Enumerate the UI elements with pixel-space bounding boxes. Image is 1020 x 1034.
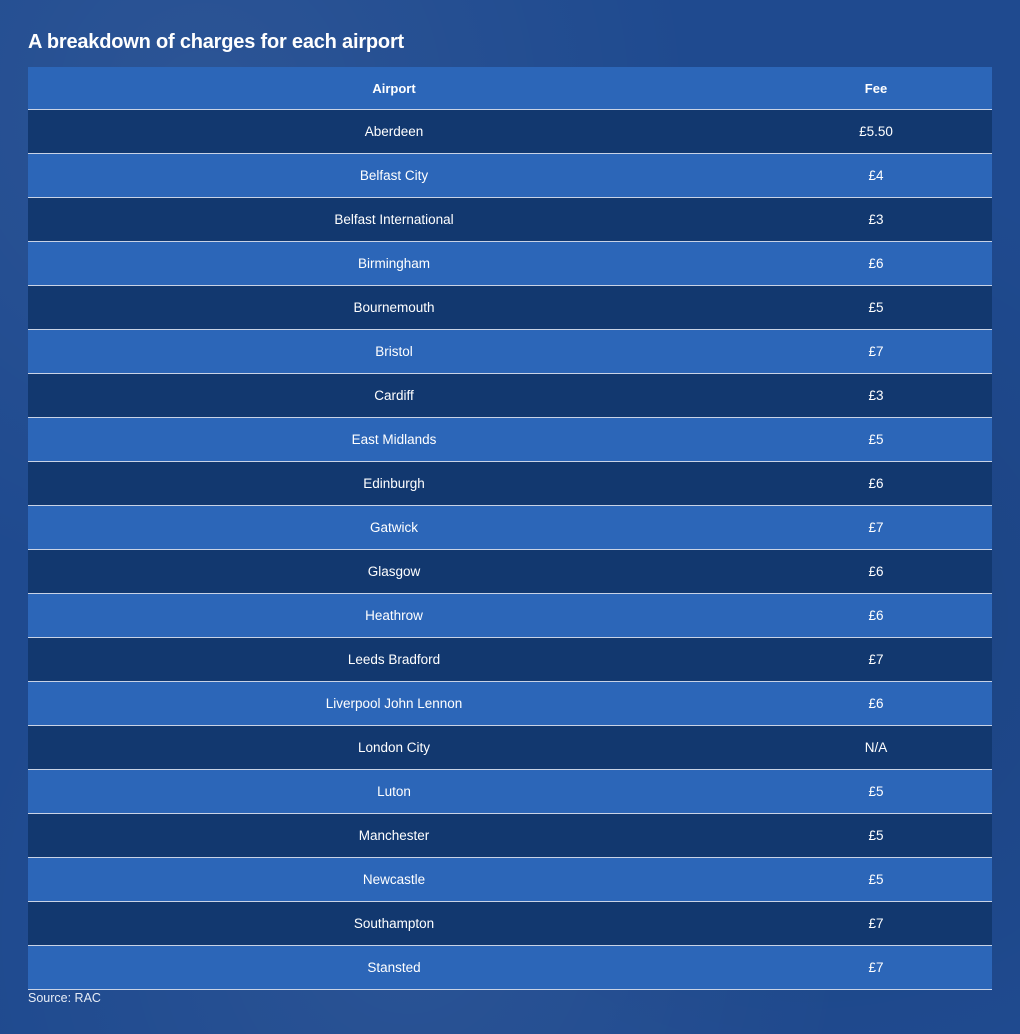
fee-cell: £6 [868, 476, 884, 491]
airport-cell: Southampton [353, 916, 435, 931]
fee-cell: £5.50 [859, 124, 893, 139]
table-row: London City N/A [28, 726, 992, 770]
airport-cell: Liverpool John Lennon [325, 696, 463, 711]
airport-cell: Cardiff [374, 388, 414, 403]
fee-cell: £5 [868, 432, 884, 447]
fee-cell: £7 [868, 652, 884, 667]
fee-cell: £6 [868, 696, 884, 711]
fee-cell: £4 [868, 168, 884, 183]
page-title: A breakdown of charges for each airport [28, 31, 404, 53]
airport-cell: Glasgow [367, 564, 421, 579]
airport-cell: Edinburgh [363, 476, 425, 491]
column-header-airport: Airport [372, 80, 416, 96]
fee-cell: £5 [868, 300, 884, 315]
fee-cell: £3 [868, 388, 884, 403]
fee-cell: £6 [868, 608, 884, 623]
table-row: Belfast City £4 [28, 154, 992, 198]
fee-cell: £7 [868, 960, 884, 975]
fee-cell: £3 [868, 212, 884, 227]
fee-cell: £5 [868, 828, 884, 843]
fee-cell: £7 [868, 520, 884, 535]
airport-cell: Heathrow [365, 608, 423, 623]
table-row: Southampton £7 [28, 902, 992, 946]
table-row: Gatwick £7 [28, 506, 992, 550]
table-row: Glasgow £6 [28, 550, 992, 594]
airport-cell: Manchester [358, 828, 430, 843]
table-row: Newcastle £5 [28, 858, 992, 902]
table-body: Aberdeen £5.50 Belfast City £4 Belfast Inter… [28, 110, 992, 990]
table-row: Bournemouth £5 [28, 286, 992, 330]
airport-cell: Belfast City [359, 168, 429, 183]
table-row: Stansted £7 [28, 946, 992, 990]
fee-cell: £5 [868, 784, 884, 799]
table-row: Manchester £5 [28, 814, 992, 858]
fee-cell: N/A [864, 740, 888, 755]
table-row: Belfast International £3 [28, 198, 992, 242]
fee-cell: £6 [868, 256, 884, 271]
fee-cell: £7 [868, 916, 884, 931]
airport-cell: Leeds Bradford [347, 652, 441, 667]
airport-cell: Birmingham [357, 256, 431, 271]
airport-cell: Aberdeen [364, 124, 424, 139]
table-row: Aberdeen £5.50 [28, 110, 992, 154]
airport-cell: Bournemouth [353, 300, 435, 315]
table-row: Birmingham £6 [28, 242, 992, 286]
table-row: Leeds Bradford £7 [28, 638, 992, 682]
table-row: Cardiff £3 [28, 374, 992, 418]
column-header-fee: Fee [864, 80, 888, 96]
fees-table: Airport Fee Aberdeen £5.50 Belfast City £4 B… [28, 67, 992, 990]
airport-cell: Belfast International [334, 212, 454, 227]
airport-cell: Bristol [375, 344, 413, 359]
fee-cell: £6 [868, 564, 884, 579]
airport-cell: Stansted [367, 960, 421, 975]
source-note: Source: RAC [28, 991, 101, 1005]
airport-cell: Gatwick [369, 520, 418, 535]
airport-cell: Luton [377, 784, 411, 799]
table-row: East Midlands £5 [28, 418, 992, 462]
table-header-row: Airport Fee [28, 67, 992, 110]
fee-cell: £7 [868, 344, 884, 359]
fee-cell: £5 [868, 872, 884, 887]
table-row: Liverpool John Lennon £6 [28, 682, 992, 726]
table-row: Bristol £7 [28, 330, 992, 374]
table-row: Heathrow £6 [28, 594, 992, 638]
airport-cell: London City [357, 740, 431, 755]
table-row: Edinburgh £6 [28, 462, 992, 506]
airport-cell: East Midlands [351, 432, 437, 447]
table-row: Luton £5 [28, 770, 992, 814]
airport-cell: Newcastle [362, 872, 426, 887]
